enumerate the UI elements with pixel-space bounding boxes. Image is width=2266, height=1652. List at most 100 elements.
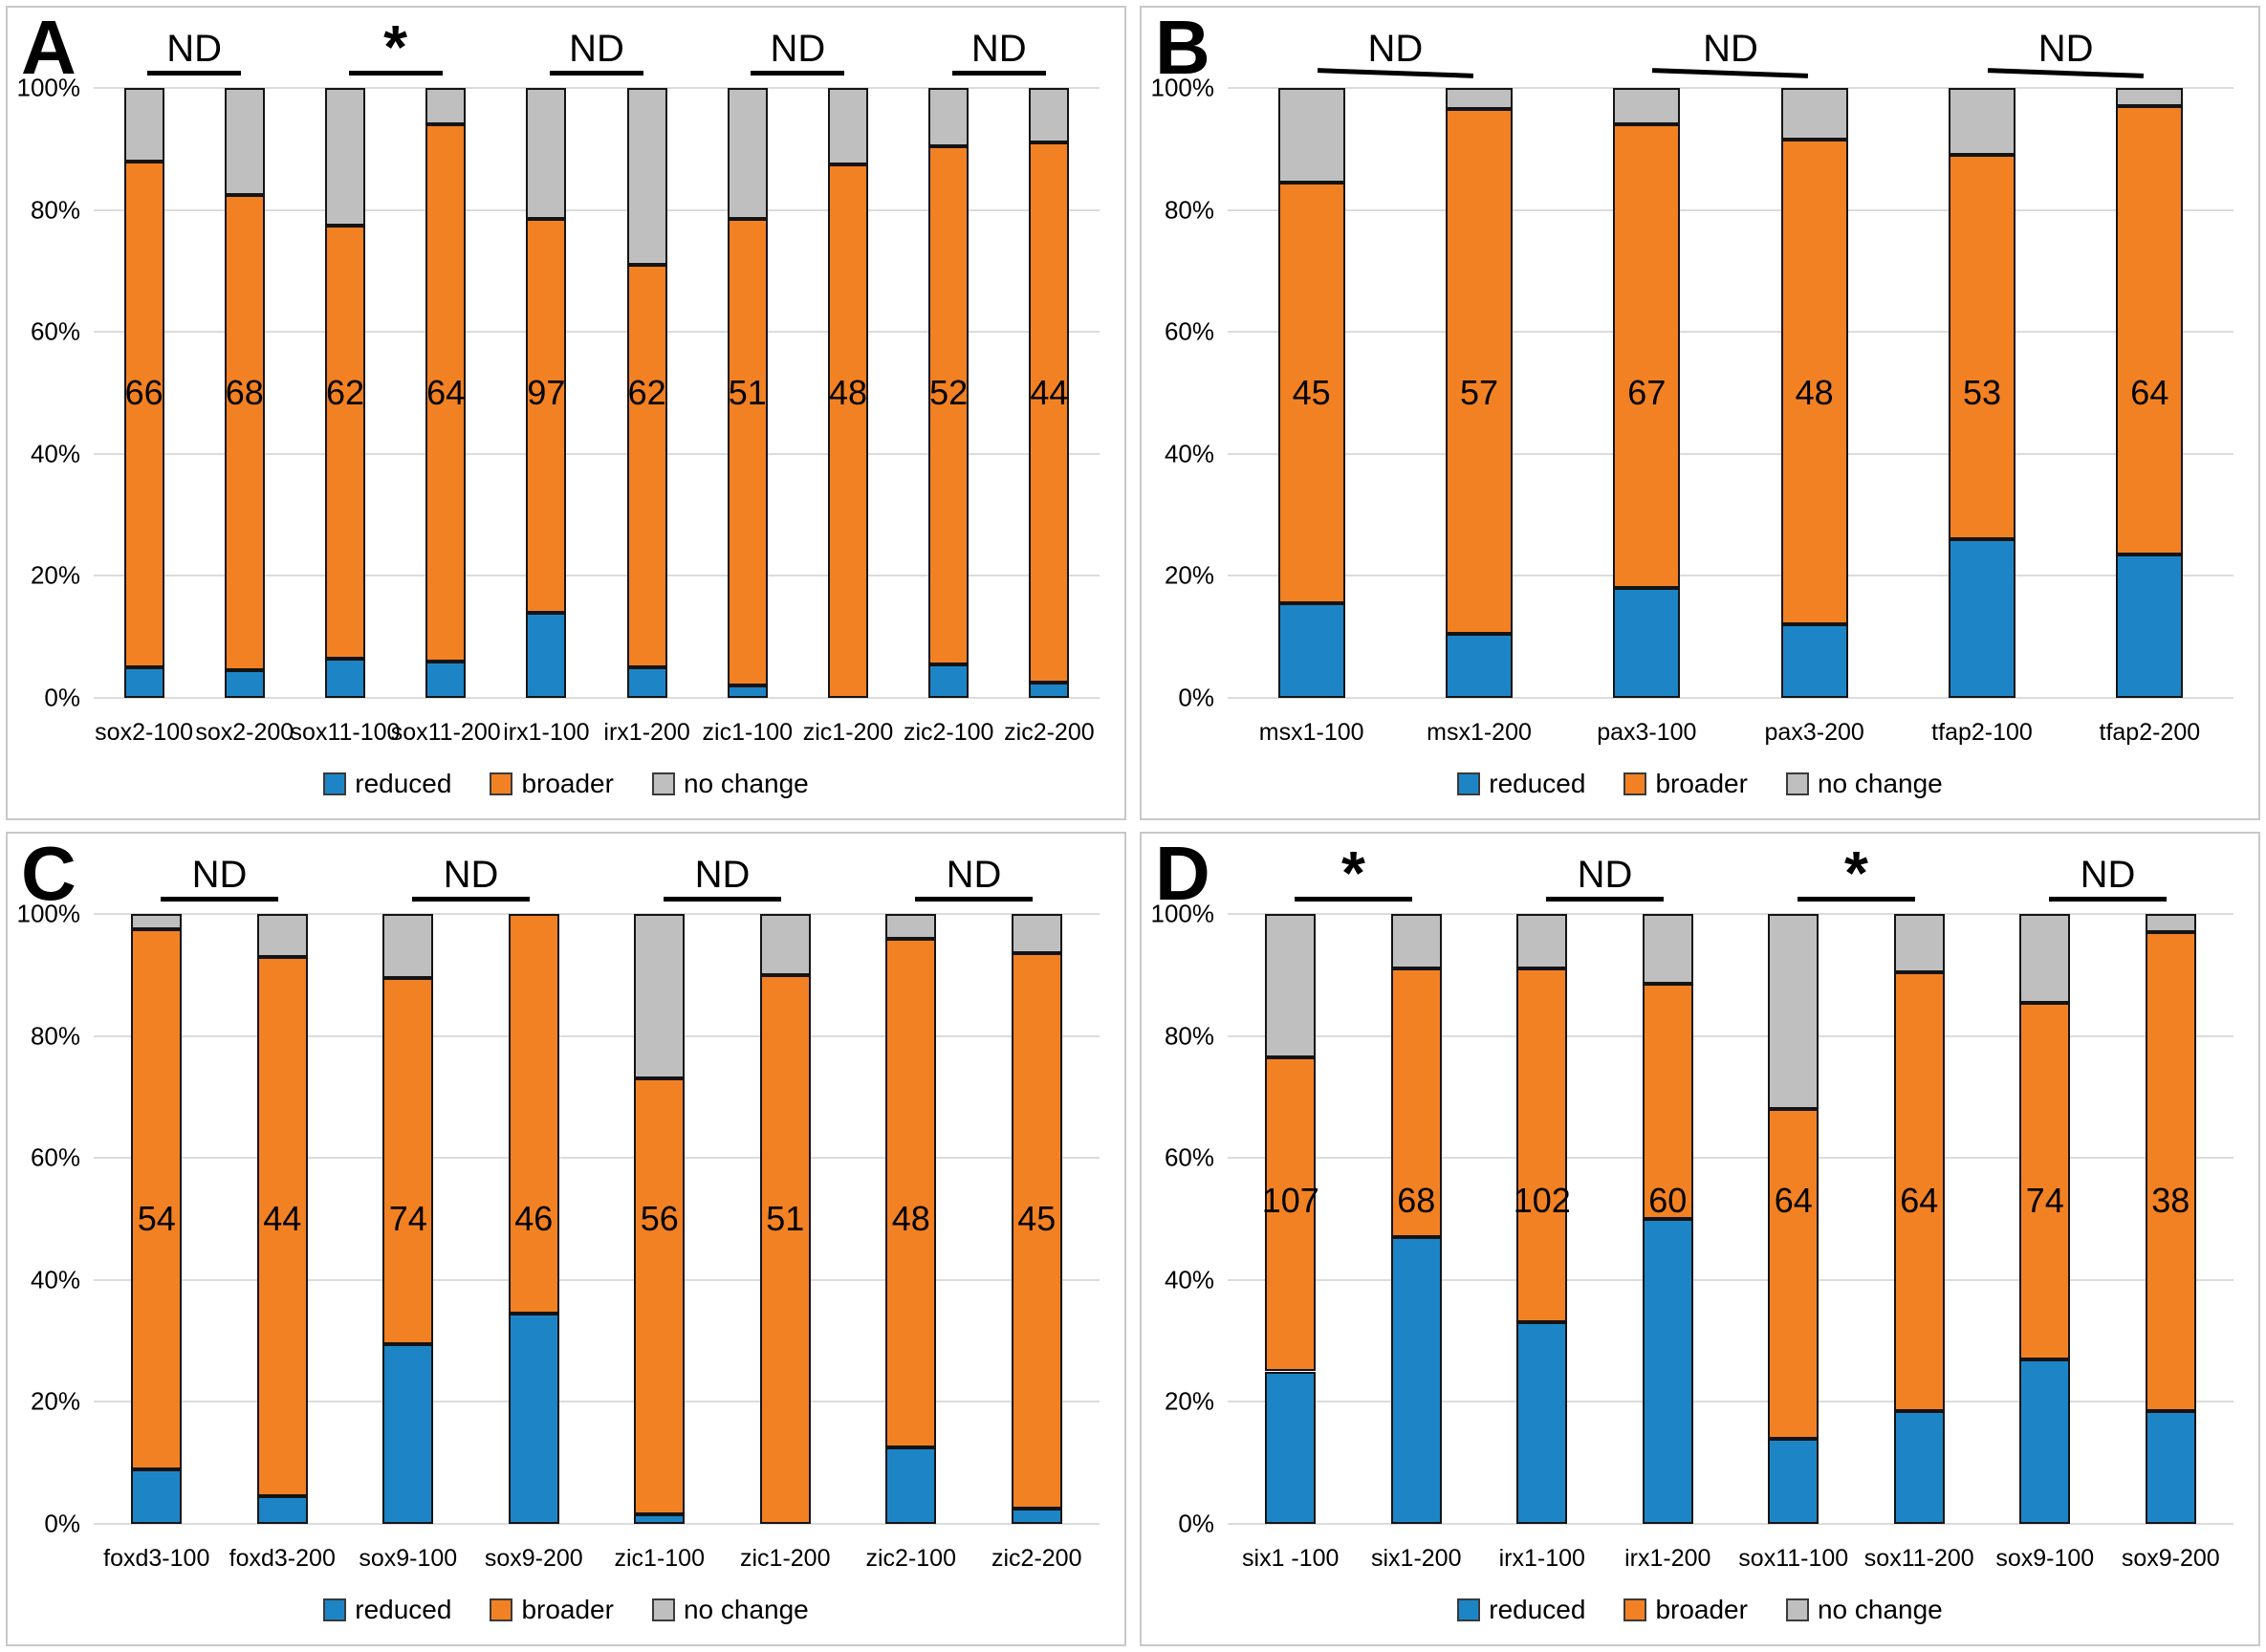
- bar-count-label: 48: [828, 373, 868, 412]
- x-axis-label: foxd3-200: [229, 1545, 336, 1572]
- panel-d: D 100% 80% 60% 40% 20% 0% 107 six1 -100 68 six1-2…: [1140, 832, 2260, 1646]
- gridline: [1228, 331, 2233, 334]
- gridline: [94, 331, 1100, 334]
- significance-label: ND: [694, 854, 751, 896]
- significance-line: [915, 897, 1033, 902]
- y-axis-tick: 20%: [30, 560, 80, 590]
- bar-segment-reduced: [928, 663, 970, 698]
- bar-count-label: 53: [1962, 373, 2002, 412]
- significance-label: ND: [770, 28, 826, 70]
- legend-label: no change: [1817, 1595, 1943, 1624]
- gridline: [94, 1034, 1100, 1037]
- significance-line: [951, 71, 1046, 76]
- significance-line: [161, 897, 278, 902]
- bar-segment-reduced: [382, 1343, 434, 1524]
- panel-a-plot: 100% 80% 60% 40% 20% 0% 66 sox2-100 68 sox2-200 62…: [8, 8, 1124, 818]
- legend-item-broader: broader: [1623, 769, 1748, 799]
- bar-segment-no-change: [526, 88, 567, 220]
- legend-swatch-icon: [651, 1598, 675, 1621]
- legend-swatch-icon: [323, 1598, 347, 1621]
- bar-segment-reduced: [1445, 634, 1514, 698]
- bar-count-label: 68: [225, 373, 264, 412]
- panel-c-letter: C: [21, 832, 76, 916]
- x-axis-label: six1 -100: [1242, 1545, 1340, 1572]
- bar-segment-reduced: [256, 1496, 308, 1524]
- bar-count-label: 62: [627, 373, 666, 412]
- x-axis-label: irx1-100: [503, 719, 590, 746]
- panel-b-letter: B: [1155, 6, 1210, 90]
- y-axis-tick: 60%: [1164, 316, 1214, 346]
- bar-segment-no-change: [634, 914, 686, 1079]
- gridline: [1228, 1401, 2233, 1403]
- y-axis-tick: 0%: [1178, 683, 1214, 712]
- bar-count-label: 64: [426, 373, 466, 412]
- bar-segment-no-change: [1011, 914, 1062, 954]
- legend-item-broader: broader: [490, 769, 614, 799]
- legend-item-no-change: no change: [1785, 769, 1943, 799]
- legend-swatch-icon: [1623, 772, 1647, 795]
- bar-segment-reduced: [1265, 1371, 1317, 1524]
- bar-segment-broader: [131, 928, 183, 1469]
- legend-label: reduced: [355, 769, 452, 798]
- bar-count-label: 45: [1292, 373, 1331, 412]
- bar-segment-no-change: [256, 914, 308, 957]
- gridline: [94, 1401, 1100, 1403]
- bar-segment-no-change: [928, 88, 970, 146]
- gridline: [94, 697, 1100, 699]
- bar-segment-reduced: [324, 658, 366, 698]
- bar-count-label: 38: [2151, 1180, 2190, 1220]
- x-axis-label: sox9-100: [1995, 1545, 2095, 1572]
- gridline: [1228, 1034, 2233, 1037]
- bar-segment-no-change: [1642, 914, 1693, 985]
- x-axis-label: msx1-100: [1258, 719, 1364, 746]
- gridline: [1228, 208, 2233, 211]
- bar-segment-broader: [634, 1078, 686, 1515]
- significance-label: ND: [1577, 854, 1633, 896]
- bar-segment-no-change: [1948, 88, 2016, 156]
- gridline: [1228, 1157, 2233, 1160]
- bar-segment-no-change: [324, 88, 366, 226]
- significance-label: ND: [166, 28, 223, 70]
- panel-c: C 100% 80% 60% 40% 20% 0% 54 foxd3-100 44 foxd3-2…: [6, 832, 1126, 1646]
- significance-label: ND: [970, 28, 1027, 70]
- significance-label: ND: [191, 854, 248, 896]
- bar-segment-no-change: [1516, 914, 1568, 969]
- bar-count-label: 57: [1459, 373, 1499, 412]
- bar-segment-broader: [256, 956, 308, 1497]
- bar-segment-broader: [827, 163, 869, 698]
- legend-label: reduced: [355, 1595, 452, 1624]
- bar-segment-broader: [1893, 971, 1945, 1411]
- gridline: [94, 452, 1100, 455]
- x-axis-label: sox11-100: [290, 719, 401, 746]
- y-axis-tick: 80%: [30, 1021, 80, 1051]
- significance-line: [1295, 897, 1412, 902]
- bar-count-label: 52: [929, 373, 969, 412]
- bar-segment-no-change: [1893, 914, 1945, 972]
- bar-segment-broader: [508, 914, 559, 1314]
- y-axis-tick: 20%: [1164, 1386, 1214, 1416]
- bar-segment-reduced: [526, 612, 567, 698]
- legend-item-reduced: reduced: [323, 769, 451, 799]
- panel-b-legend: reduced broader no change: [1142, 769, 2258, 799]
- bar-segment-reduced: [1277, 603, 1345, 698]
- panel-d-legend: reduced broader no change: [1142, 1595, 2258, 1625]
- x-axis-label: sox11-200: [390, 719, 501, 746]
- x-axis-label: sox11-100: [1738, 1545, 1849, 1572]
- bar-segment-no-change: [1029, 88, 1070, 143]
- bar-segment-no-change: [1780, 88, 1848, 141]
- bar-segment-broader: [1948, 155, 2016, 540]
- bar-segment-no-change: [1613, 88, 1681, 125]
- bar-count-label: 48: [891, 1199, 930, 1238]
- bar-segment-broader: [382, 977, 434, 1344]
- bar-segment-reduced: [131, 1468, 183, 1524]
- bar-segment-no-change: [2019, 914, 2071, 1003]
- y-axis-tick: 80%: [30, 195, 80, 225]
- bar-segment-broader: [1390, 968, 1442, 1238]
- x-axis-label: sox9-200: [2121, 1545, 2220, 1572]
- bar-segment-broader: [2019, 1002, 2071, 1359]
- bar-segment-no-change: [885, 914, 937, 939]
- y-axis-tick: 80%: [1164, 1021, 1214, 1051]
- panel-d-letter: D: [1155, 832, 1210, 916]
- bar-segment-reduced: [1948, 539, 2016, 698]
- x-axis-label: tfap2-100: [1931, 719, 2033, 746]
